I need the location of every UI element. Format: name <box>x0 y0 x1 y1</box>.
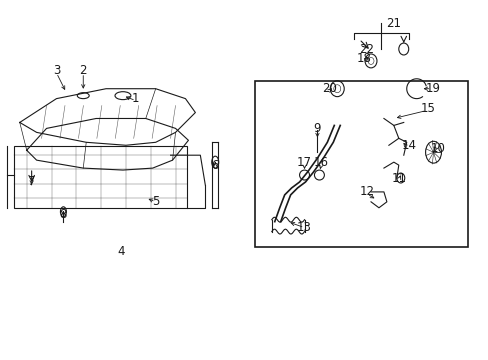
Text: 13: 13 <box>297 221 311 234</box>
Text: 18: 18 <box>356 53 371 66</box>
Bar <box>254 81 468 247</box>
Text: 8: 8 <box>60 208 67 221</box>
Bar <box>14 146 187 208</box>
Text: 14: 14 <box>400 139 415 152</box>
Text: 20: 20 <box>321 82 336 95</box>
Text: 11: 11 <box>390 171 406 185</box>
Text: 19: 19 <box>425 82 440 95</box>
Text: 10: 10 <box>430 142 445 155</box>
Text: 21: 21 <box>386 17 401 30</box>
Text: 16: 16 <box>313 156 328 168</box>
Text: 6: 6 <box>211 159 219 172</box>
Text: 17: 17 <box>296 156 311 168</box>
Text: 5: 5 <box>152 195 159 208</box>
Text: 9: 9 <box>313 122 321 135</box>
Text: 15: 15 <box>420 102 435 115</box>
Text: 4: 4 <box>117 245 124 258</box>
Text: 12: 12 <box>359 185 374 198</box>
Text: 7: 7 <box>28 175 35 189</box>
Text: 3: 3 <box>53 64 60 77</box>
Text: 22: 22 <box>359 42 374 55</box>
Text: 1: 1 <box>132 92 139 105</box>
Text: 2: 2 <box>80 64 87 77</box>
